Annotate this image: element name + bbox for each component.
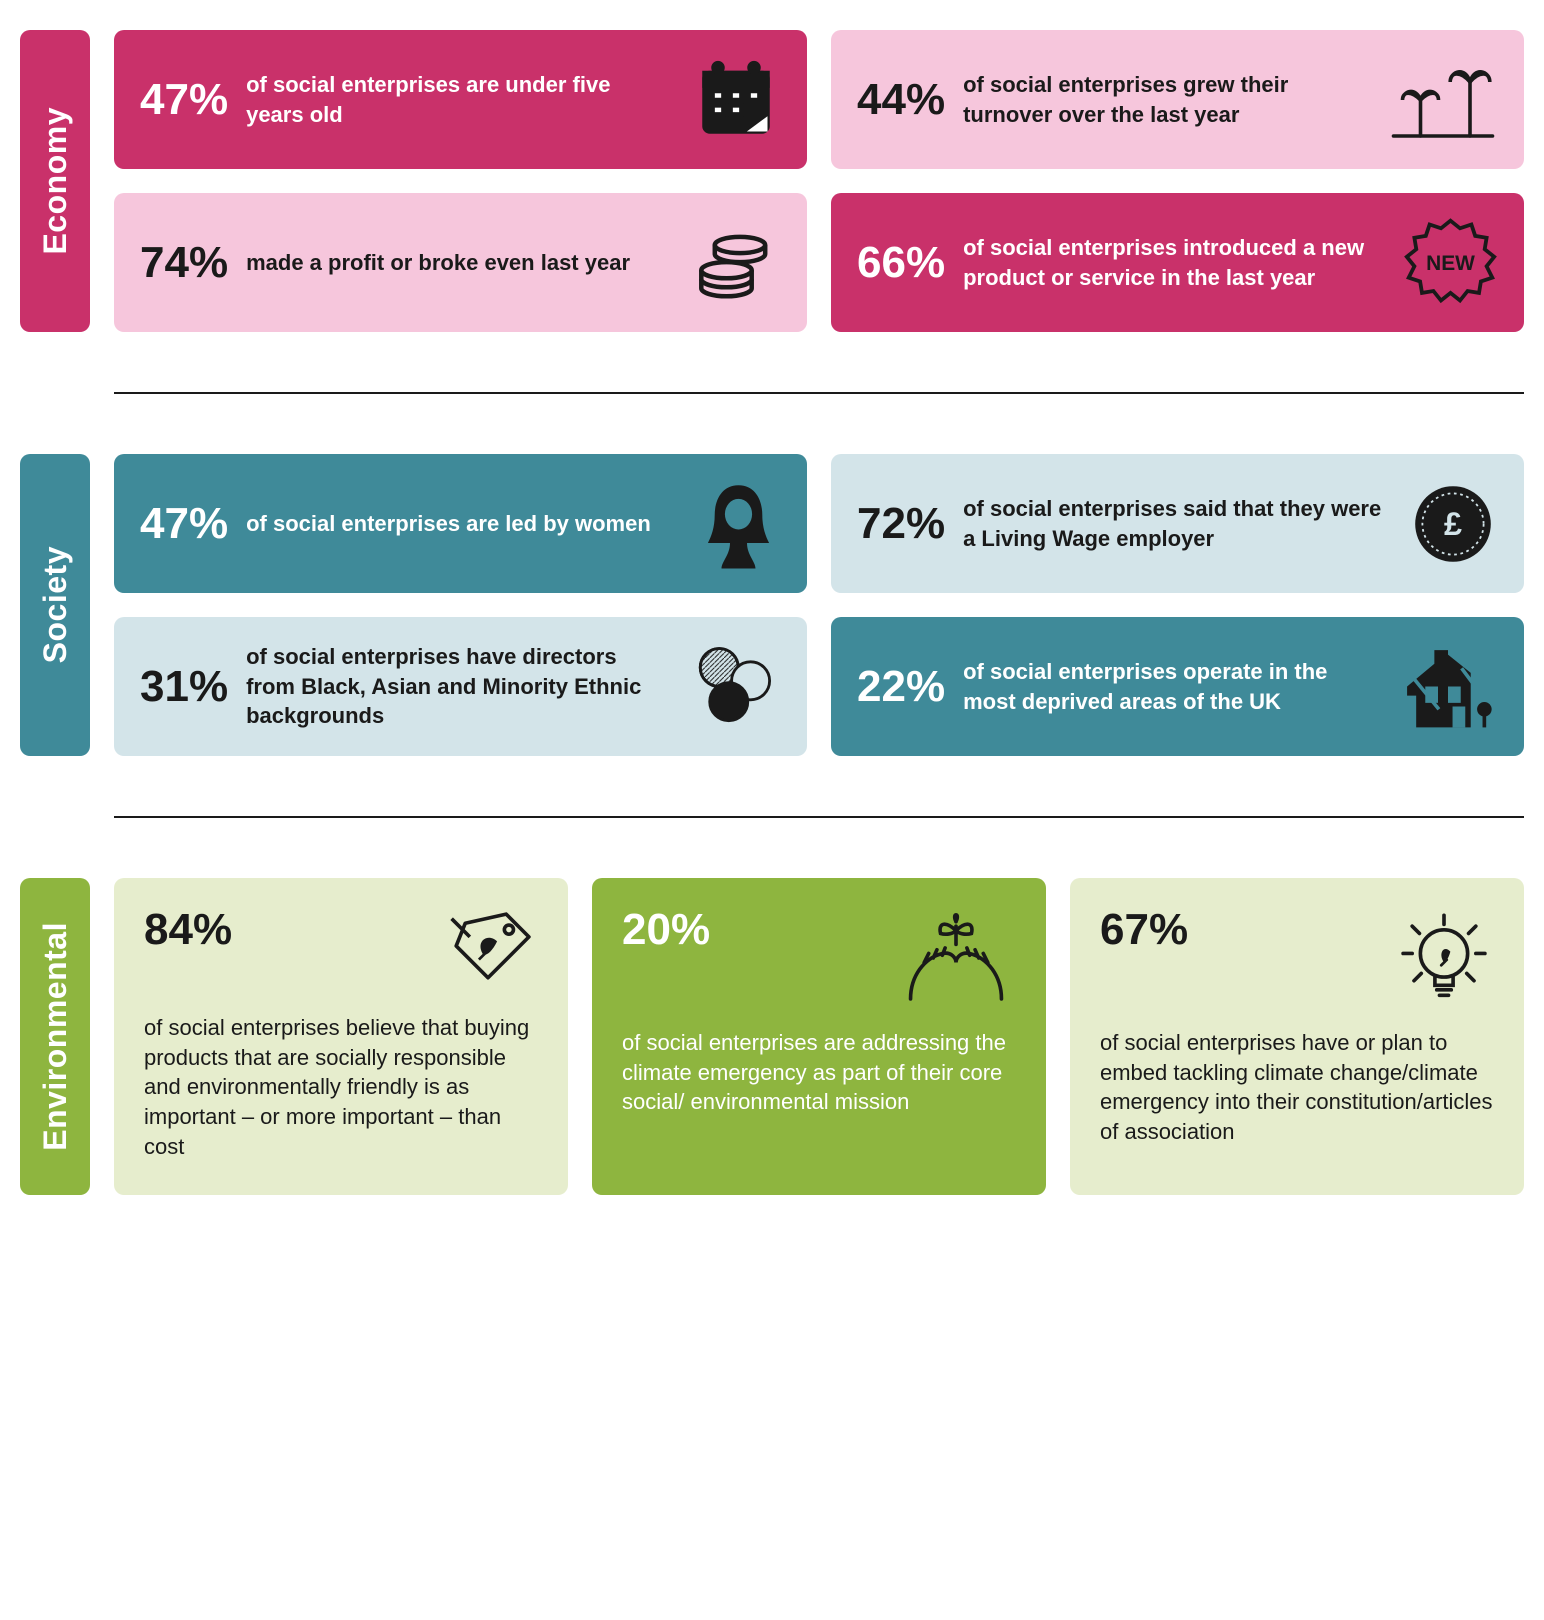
stat-value: 47% [140,78,228,122]
divider [114,816,1524,818]
environmental-grid: 84% of social enterprises believe that b… [114,878,1524,1195]
stat-value: 31% [140,665,228,709]
woman-icon [696,476,781,571]
stat-card: 22% of social enterprises operate in the… [831,617,1524,756]
svg-text:£: £ [1444,505,1462,541]
stat-value: 72% [857,502,945,546]
stat-value: 74% [140,241,228,285]
stat-value: 66% [857,241,945,285]
stat-card: 47% of social enterprises are led by wom… [114,454,807,593]
section-label-society: Society [20,454,90,756]
section-label-text: Environmental [37,922,74,1151]
stat-value: 67% [1100,908,1188,952]
house-icon [1398,639,1498,734]
stat-desc: of social enterprises are addressing the… [622,1028,1016,1117]
stat-card: 74% made a profit or broke even last yea… [114,193,807,332]
hands-plant-icon [896,908,1016,1008]
stat-desc: of social enterprises are under five yea… [246,70,673,129]
stat-card: 44% of social enterprises grew their tur… [831,30,1524,169]
stat-desc: of social enterprises are led by women [246,509,651,539]
section-society: Society 47% of social enterprises are le… [20,454,1524,756]
stat-desc: of social enterprises operate in the mos… [963,657,1380,716]
circles-icon [686,639,781,734]
stat-value: 44% [857,78,945,122]
stat-desc: of social enterprises said that they wer… [963,494,1390,553]
stat-card: 72% of social enterprises said that they… [831,454,1524,593]
section-environmental: Environmental 84% of social enterprises … [20,878,1524,1195]
pound-coin-icon: £ [1408,479,1498,569]
new-badge-text: NEW [1426,252,1475,275]
tag-leaf-icon [438,908,538,993]
stat-desc: made a profit or broke even last year [246,248,630,278]
stat-value: 84% [144,908,232,952]
stat-desc: of social enterprises grew their turnove… [963,70,1370,129]
stat-desc: of social enterprises introduced a new p… [963,233,1385,292]
stat-card: 47% of social enterprises are under five… [114,30,807,169]
stat-value: 22% [857,665,945,709]
section-label-economy: Economy [20,30,90,332]
section-economy: Economy 47% of social enterprises are un… [20,30,1524,332]
stat-desc: of social enterprises believe that buyin… [144,1013,538,1161]
society-grid: 47% of social enterprises are led by wom… [114,454,1524,756]
stat-desc: of social enterprises have or plan to em… [1100,1028,1494,1147]
economy-grid: 47% of social enterprises are under five… [114,30,1524,332]
divider [114,392,1524,394]
stat-card: 84% of social enterprises believe that b… [114,878,568,1195]
coins-icon [681,218,781,308]
section-label-text: Society [37,546,74,663]
growth-icon [1388,55,1498,145]
section-label-environmental: Environmental [20,878,90,1195]
new-badge-icon: NEW [1403,215,1498,310]
stat-card: 31% of social enterprises have directors… [114,617,807,756]
stat-value: 47% [140,502,228,546]
stat-card: 66% of social enterprises introduced a n… [831,193,1524,332]
stat-card: 67% [1070,878,1524,1195]
lightbulb-leaf-icon [1394,908,1494,1008]
stat-desc: of social enterprises have directors fro… [246,642,668,731]
stat-card: 20% of social enterprises are addressing… [592,878,1046,1195]
calendar-icon [691,55,781,145]
stat-value: 20% [622,908,710,952]
section-label-text: Economy [37,107,74,255]
